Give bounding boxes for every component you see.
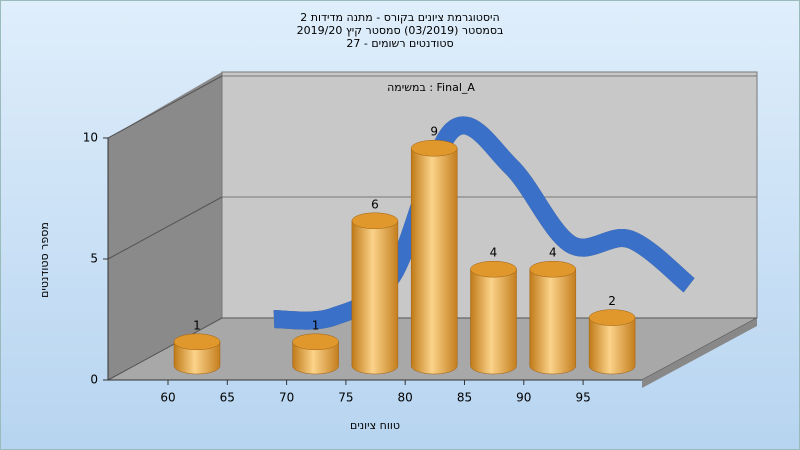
x-tick-label: 60 — [160, 391, 175, 405]
bar-top — [173, 333, 221, 351]
bar-top — [410, 139, 458, 157]
x-tick-label: 95 — [575, 391, 590, 405]
y-tick-label: 10 — [83, 131, 98, 145]
title-line: בסמסטר (03/2019) סמסטר קיץ 2019/20 — [297, 24, 504, 37]
bar-top — [588, 309, 636, 326]
bar-label: 2 — [608, 294, 616, 308]
grid-line — [107, 75, 223, 139]
x-tick-label: 65 — [220, 391, 235, 405]
y-axis-label: מספר סטודנטים — [38, 222, 51, 298]
x-tick-label: 90 — [516, 391, 531, 405]
bars: 1 1 6 9 4 4 2 — [173, 125, 636, 375]
x-axis-label: טווח ציונים — [350, 419, 400, 432]
x-tick-label: 80 — [398, 391, 413, 405]
grid — [107, 75, 757, 260]
bar — [529, 268, 577, 375]
bar — [351, 220, 399, 375]
title-line: היסטוגרמת ציונים בקורס - מתנה מדידות 2 — [300, 11, 499, 24]
y-tick-label: 0 — [90, 373, 98, 387]
bar-label: 1 — [312, 318, 320, 332]
x-tick-label: 70 — [279, 391, 294, 405]
x-tick-label: 85 — [457, 391, 472, 405]
bar-label: 4 — [490, 246, 498, 260]
bar-top — [292, 333, 339, 351]
floor-edge — [642, 318, 757, 388]
bar-label: 4 — [549, 246, 557, 260]
annotation: במשימה : Final_A — [387, 81, 475, 94]
bar-top — [351, 212, 399, 230]
bar-top — [470, 260, 517, 278]
bar — [470, 268, 517, 375]
left-wall — [108, 72, 222, 380]
bar-label: 1 — [193, 318, 201, 332]
grid-line — [107, 196, 223, 260]
bar-label: 6 — [371, 197, 379, 211]
x-tick-label: 75 — [338, 391, 353, 405]
bar — [588, 317, 636, 375]
title-line: סטודנטים רשומים - 27 — [346, 37, 453, 50]
bar — [292, 341, 339, 375]
bar-label: 9 — [430, 125, 438, 139]
bar — [410, 147, 458, 375]
bar — [173, 341, 221, 375]
y-tick-label: 5 — [90, 252, 98, 266]
bar-top — [529, 260, 577, 278]
